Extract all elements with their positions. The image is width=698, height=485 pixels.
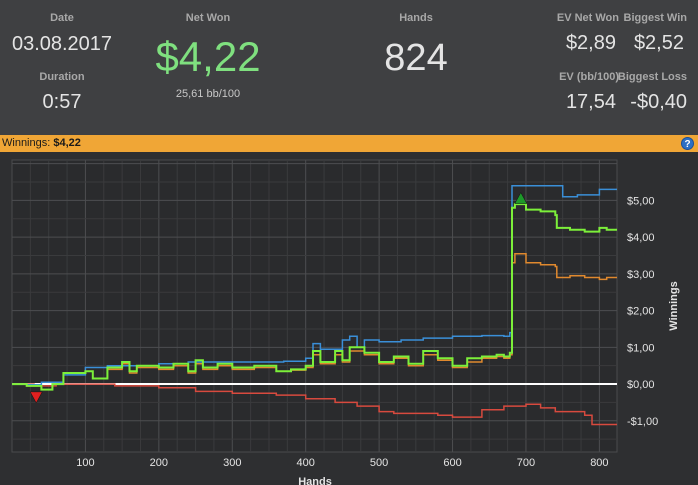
series-line-red xyxy=(12,383,617,426)
winnings-bar-value: $4,22 xyxy=(53,137,81,149)
x-tick-label: 500 xyxy=(370,457,388,469)
x-tick-label: 300 xyxy=(223,457,241,469)
y-tick-label: $1,00 xyxy=(627,342,655,354)
hands-value: 824 xyxy=(384,37,448,79)
y-tick-label: $3,00 xyxy=(627,269,655,281)
x-tick-label: 600 xyxy=(443,457,461,469)
winnings-bar: Winnings: $4,22 ? xyxy=(0,135,698,152)
hands-label: Hands xyxy=(399,12,433,24)
biggest-win-label: Biggest Win xyxy=(623,12,687,24)
plot-area xyxy=(11,159,618,453)
biggest-loss-label: Biggest Loss xyxy=(617,71,687,83)
bb-per-100: 25,61 bb/100 xyxy=(175,88,241,100)
x-tick-label: 200 xyxy=(150,457,168,469)
duration-label: Duration xyxy=(39,71,85,83)
winnings-chart-svg: 100 200 300 400 500 600 700 800 $5,00 $4,00 $3,00… xyxy=(11,159,680,485)
min-marker xyxy=(29,391,43,404)
max-marker xyxy=(514,192,528,204)
x-tick-label: 700 xyxy=(517,457,535,469)
ev-net-won-value: $2,89 xyxy=(565,32,616,54)
y-tick-label: $5,00 xyxy=(627,195,655,207)
series-line-green xyxy=(12,203,617,391)
winnings-chart: 100 200 300 400 500 600 700 800 $5,00 $4,00 $3,00… xyxy=(0,152,698,485)
duration-value: 0:57 xyxy=(42,91,82,113)
winnings-bar-label: Winnings: xyxy=(2,137,51,149)
ev-bb-label: EV (bb/100) xyxy=(559,71,619,83)
x-axis-label: Hands xyxy=(298,476,332,485)
chart-markers xyxy=(29,192,528,404)
x-tick-label: 800 xyxy=(590,457,608,469)
biggest-win-value: $2,52 xyxy=(633,32,684,54)
y-tick-label: $2,00 xyxy=(627,306,655,318)
stats-panel: Date 03.08.2017 Duration 0:57 Net Won $4… xyxy=(0,0,698,135)
date-label: Date xyxy=(50,12,74,24)
series-line-orange xyxy=(12,252,617,391)
y-axis-label: Winnings xyxy=(668,281,680,330)
y-tick-label: $4,00 xyxy=(627,232,655,244)
y-tick-label: $0,00 xyxy=(627,379,655,391)
net-won-label: Net Won xyxy=(185,12,231,24)
x-axis-ticks: 100 200 300 400 500 600 700 800 xyxy=(76,457,608,469)
net-won-value: $4,22 xyxy=(155,33,261,80)
ev-bb-value: 17,54 xyxy=(565,91,616,113)
x-tick-label: 100 xyxy=(76,457,94,469)
x-tick-label: 400 xyxy=(297,457,315,469)
date-value: 03.08.2017 xyxy=(11,33,113,55)
y-axis-ticks: $5,00 $4,00 $3,00 $2,00 $1,00 $0,00 -$1,00 xyxy=(627,195,658,427)
chart-grid xyxy=(11,159,618,453)
ev-net-won-label: EV Net Won xyxy=(556,12,619,24)
y-tick-label: -$1,00 xyxy=(627,416,658,428)
chart-series xyxy=(12,184,617,426)
biggest-loss-value: -$0,40 xyxy=(630,91,687,113)
question-icon[interactable]: ? xyxy=(681,137,694,150)
